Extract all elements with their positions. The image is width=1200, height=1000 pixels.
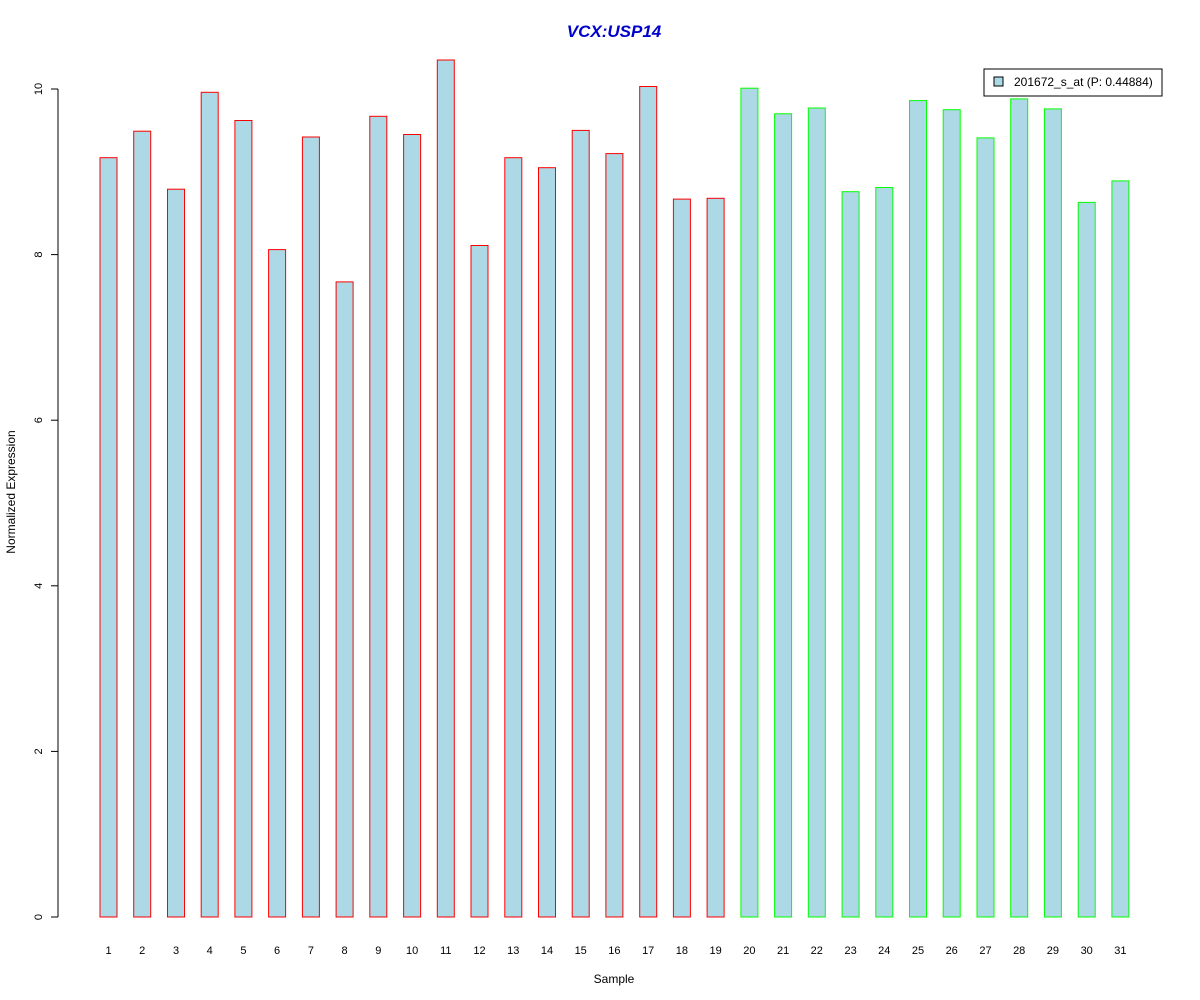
bar-sample-15 — [571, 129, 590, 918]
bar-sample-28 — [1010, 98, 1029, 918]
bar-sample-31 — [1111, 180, 1130, 918]
x-tick-label: 26 — [946, 945, 958, 957]
bar-sample-21 — [774, 113, 793, 918]
bar-sample-26 — [942, 109, 961, 918]
y-tick-label: 8 — [33, 252, 45, 258]
bar-sample-27 — [976, 137, 995, 918]
x-tick-label: 27 — [979, 945, 991, 957]
x-tick-label: 8 — [342, 945, 348, 957]
bars-group — [99, 59, 1130, 918]
bar-sample-14 — [538, 167, 556, 918]
y-tick-label: 6 — [33, 417, 45, 423]
y-axis: 0 2 4 6 8 10 — [33, 83, 59, 920]
x-tick-label: 24 — [878, 945, 890, 957]
x-axis-title: Sample — [594, 972, 635, 986]
bar-sample-19 — [706, 197, 725, 918]
bar-sample-16 — [605, 153, 624, 918]
x-tick-label: 25 — [912, 945, 924, 957]
y-tick-label: 4 — [33, 583, 45, 589]
x-tick-label: 3 — [173, 945, 179, 957]
bar-sample-12 — [470, 245, 489, 918]
legend-label: 201672_s_at (P: 0.44884) — [1014, 75, 1153, 89]
y-tick-label: 10 — [33, 83, 45, 95]
y-tick-label: 2 — [33, 748, 45, 754]
x-tick-label: 7 — [308, 945, 314, 957]
legend-box — [983, 68, 1163, 97]
x-axis-ticks: 1 2 3 4 5 6 7 8 9 10 11 12 13 14 15 16 17 18 19 20 21 22 23 24 2… — [105, 945, 1126, 957]
bar-sample-5 — [234, 120, 253, 918]
bar-sample-11 — [436, 59, 455, 918]
legend: 201672_s_at (P: 0.44884) — [983, 68, 1163, 97]
x-tick-label: 19 — [709, 945, 721, 957]
x-tick-label: 4 — [207, 945, 213, 957]
x-tick-label: 17 — [642, 945, 654, 957]
bar-sample-25 — [909, 100, 927, 918]
x-tick-label: 16 — [608, 945, 620, 957]
bar-sample-22 — [807, 107, 826, 918]
x-tick-label: 10 — [406, 945, 418, 957]
x-tick-label: 9 — [375, 945, 381, 957]
bar-sample-17 — [639, 86, 658, 918]
x-tick-label: 13 — [507, 945, 519, 957]
x-tick-label: 2 — [139, 945, 145, 957]
bar-sample-30 — [1077, 201, 1096, 918]
bar-sample-7 — [301, 136, 320, 918]
bar-sample-4 — [200, 91, 219, 918]
bar-sample-9 — [369, 115, 388, 918]
bar-sample-13 — [504, 157, 523, 918]
x-tick-label: 21 — [777, 945, 789, 957]
bar-sample-18 — [672, 198, 691, 918]
bar-sample-3 — [167, 188, 185, 918]
bar-sample-6 — [268, 249, 287, 918]
bar-sample-2 — [133, 130, 152, 918]
x-tick-label: 12 — [473, 945, 485, 957]
bar-sample-1 — [99, 157, 118, 918]
x-tick-label: 18 — [676, 945, 688, 957]
legend-swatch — [993, 76, 1004, 87]
y-tick-label: 0 — [33, 914, 45, 920]
x-tick-label: 23 — [844, 945, 856, 957]
bar-sample-8 — [335, 281, 354, 918]
x-tick-label: 31 — [1114, 945, 1126, 957]
bar-sample-20 — [740, 87, 759, 918]
bar-sample-29 — [1043, 108, 1062, 918]
x-tick-label: 28 — [1013, 945, 1025, 957]
x-tick-label: 6 — [274, 945, 280, 957]
x-tick-label: 15 — [575, 945, 587, 957]
bar-sample-10 — [403, 134, 422, 918]
x-tick-label: 14 — [541, 945, 553, 957]
x-tick-label: 5 — [240, 945, 246, 957]
x-tick-label: 20 — [743, 945, 755, 957]
y-axis-title: Normalized Expression — [4, 430, 18, 553]
x-tick-label: 29 — [1047, 945, 1059, 957]
x-tick-label: 11 — [440, 945, 451, 957]
bar-sample-23 — [841, 191, 860, 918]
chart-title: VCX:USP14 — [567, 22, 662, 41]
x-tick-label: 22 — [811, 945, 823, 957]
x-tick-label: 30 — [1081, 945, 1093, 957]
bar-sample-24 — [875, 187, 894, 918]
x-tick-label: 1 — [105, 945, 111, 957]
